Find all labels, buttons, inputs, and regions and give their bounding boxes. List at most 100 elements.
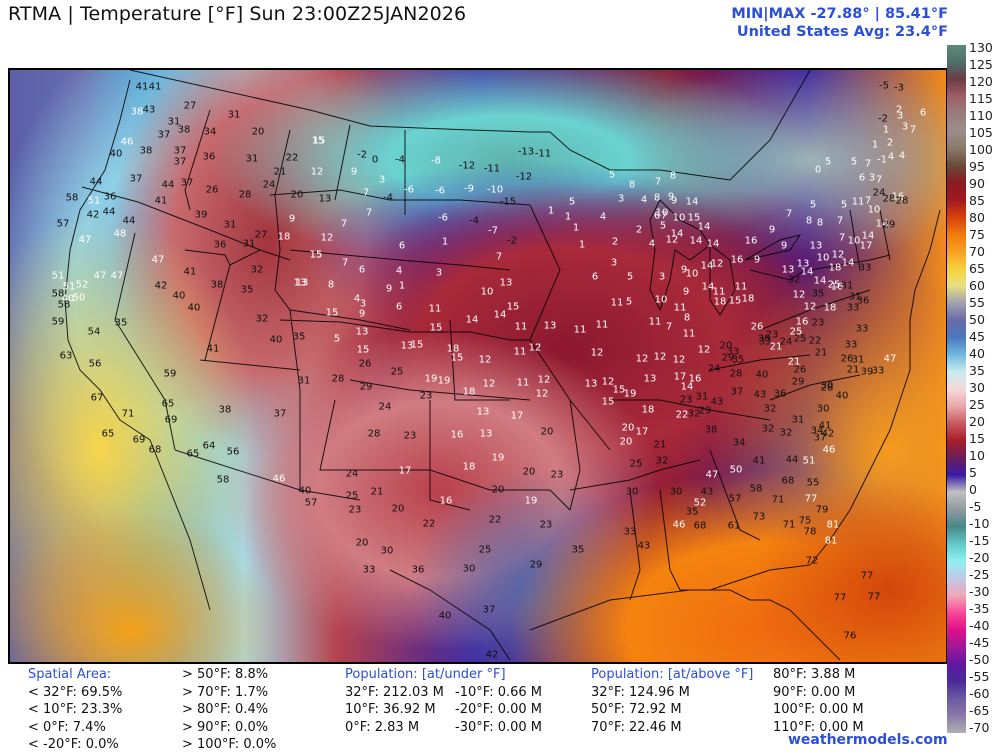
- temperature-label: 43: [637, 540, 651, 552]
- temperature-label: -9: [464, 183, 474, 195]
- temperature-label: 17: [398, 465, 412, 477]
- stats-panel: MIN|MAX -27.88° | 85.41°F United States …: [731, 5, 948, 41]
- temperature-label: 11: [734, 281, 748, 293]
- temperature-label: 21: [814, 347, 828, 359]
- temperature-label: 11: [514, 321, 528, 333]
- temperature-label: 11: [682, 328, 696, 340]
- temperature-label: 29: [791, 376, 805, 388]
- color-scale-tick: 50: [969, 312, 985, 327]
- spatial-area-panel-col2: > 50°F: 8.8% > 70°F: 1.7% > 80°F: 0.4% >…: [182, 666, 276, 754]
- temperature-label: 13: [355, 326, 369, 338]
- temperature-label: 13: [499, 277, 513, 289]
- temperature-label: 30: [820, 380, 834, 392]
- temperature-label: 8: [816, 217, 824, 229]
- temperature-label: 3: [896, 110, 904, 122]
- temperature-label: 36: [103, 191, 117, 203]
- temperature-label: 31: [245, 153, 259, 165]
- temperature-label: 34: [810, 425, 824, 437]
- temperature-label: 4: [887, 151, 895, 163]
- temperature-label: -13: [517, 146, 535, 158]
- population-above-panel-col2: 80°F: 3.88 M 90°F: 0.00 M 100°F: 0.00 M …: [773, 666, 864, 736]
- temperature-label: 37: [173, 156, 187, 168]
- color-scale-tick: 95: [969, 159, 985, 174]
- temperature-label: 17: [673, 371, 687, 383]
- temperature-label: 18: [462, 386, 476, 398]
- temperature-label: 28: [882, 193, 896, 205]
- temperature-label: 26: [205, 184, 219, 196]
- color-scale-tick: 85: [969, 193, 985, 208]
- temperature-label: 68: [693, 520, 707, 532]
- temperature-label: 58: [51, 288, 65, 300]
- color-scale-tick: -25: [969, 567, 990, 582]
- spatial-area-row: > 100°F: 0.0%: [182, 737, 277, 752]
- temperature-label: 22: [675, 409, 689, 421]
- temperature-label: 81: [826, 519, 840, 531]
- temperature-label: 1: [564, 211, 572, 223]
- temperature-label: 65: [186, 448, 200, 460]
- temperature-label: 10: [867, 204, 881, 216]
- weathermodels-link[interactable]: weathermodels.com: [788, 732, 948, 748]
- temperature-label: 21: [846, 364, 860, 376]
- temperature-label: 11: [595, 319, 609, 331]
- temperature-label: 44: [89, 176, 103, 188]
- temperature-label: 19: [623, 388, 637, 400]
- temperature-map[interactable]: 41 41 38 43 27 31 38 34 37 46 38 37 37 36 40 31 20 31 22 15…: [8, 68, 948, 664]
- temperature-label: 42: [86, 209, 100, 221]
- temperature-label: 1: [871, 139, 879, 151]
- temperature-label: 13: [318, 193, 332, 205]
- temperature-label: 11: [428, 303, 442, 315]
- temperature-label: 47: [151, 254, 165, 266]
- temperature-label: 9: [682, 286, 690, 298]
- temperature-label: 29: [698, 405, 712, 417]
- temperature-label: 39: [860, 366, 874, 378]
- temperature-label: 12: [478, 354, 492, 366]
- color-scale-tick: 5: [969, 465, 977, 480]
- temperature-label: 37: [813, 432, 827, 444]
- temperature-label: -12: [458, 160, 476, 172]
- population-row: 90°F: 0.00 M: [773, 684, 856, 700]
- temperature-label: 14: [670, 228, 684, 240]
- temperature-label: 21: [273, 166, 287, 178]
- temperature-label: 46: [672, 519, 686, 531]
- temperature-label: 5: [840, 199, 848, 211]
- color-scale-tick: 60: [969, 278, 985, 293]
- temperature-label: 38: [139, 145, 153, 157]
- temperature-label: 7: [365, 207, 373, 219]
- temperature-label: 33: [871, 365, 885, 377]
- temperature-label: 18: [713, 296, 727, 308]
- temperature-label: 16: [450, 429, 464, 441]
- temperature-label: 9: [768, 224, 776, 236]
- temperature-label: 69: [164, 414, 178, 426]
- temperature-label: 20: [522, 466, 536, 478]
- color-scale-tick: 70: [969, 244, 985, 259]
- temperature-label: 57: [728, 493, 742, 505]
- population-row: 80°F: 3.88 M: [773, 667, 856, 682]
- temperature-label: 58: [749, 483, 763, 495]
- temperature-label: 33: [846, 302, 860, 314]
- temperature-label: 10: [655, 207, 669, 219]
- temperature-label: 11: [513, 346, 527, 358]
- temperature-label: 16: [795, 316, 809, 328]
- population-row: 32°F: 124.96 M: [591, 684, 690, 700]
- temperature-label: 15: [309, 249, 323, 261]
- temperature-label: 26: [793, 364, 807, 376]
- color-scale-tick: -55: [969, 669, 990, 684]
- temperature-label: 7: [875, 174, 883, 186]
- temperature-label: 71: [121, 408, 135, 420]
- color-scale-tick: 25: [969, 397, 985, 412]
- spatial-area-row: < 32°F: 69.5%: [28, 684, 123, 700]
- temperature-label: 8: [653, 192, 661, 204]
- temperature-label: 25: [390, 366, 404, 378]
- temperature-label: -6: [404, 184, 414, 196]
- temperature-label: 11: [712, 286, 726, 298]
- temperature-label: 43: [142, 104, 156, 116]
- temperature-label: 23: [765, 329, 779, 341]
- temperature-label: 28: [895, 195, 909, 207]
- color-scale-tick: -60: [969, 686, 990, 701]
- spatial-area-row: < 0°F: 7.4%: [28, 719, 106, 735]
- temperature-label: 20: [719, 340, 733, 352]
- temperature-label: 37: [173, 145, 187, 157]
- temperature-label: 32: [250, 264, 264, 276]
- color-scale-tick: -30: [969, 584, 990, 599]
- temperature-label: 51: [62, 281, 76, 293]
